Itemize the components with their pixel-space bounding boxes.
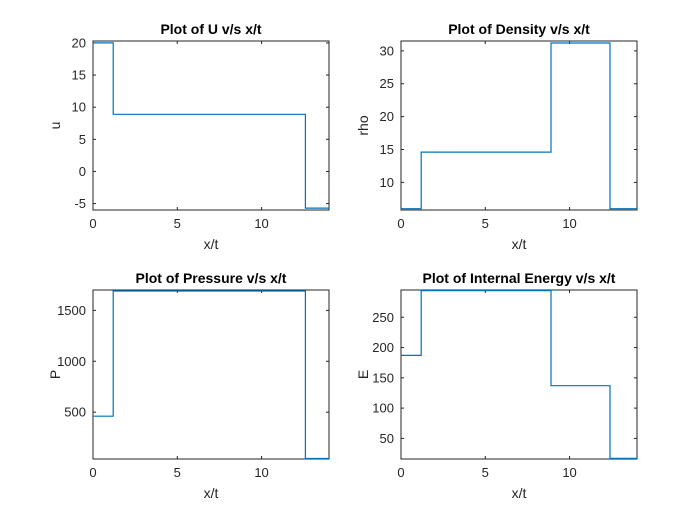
y-axis-label: P [47, 370, 63, 379]
y-tick-label: 10 [380, 175, 394, 190]
y-tick-label: 5 [79, 132, 86, 147]
y-tick-label: 500 [64, 405, 86, 420]
x-axis-label: x/t [512, 485, 527, 501]
y-tick-label: 10 [72, 100, 86, 115]
chart-title: Plot of Internal Energy v/s x/t [423, 270, 616, 286]
x-tick-label: 10 [562, 465, 576, 480]
x-tick-label: 5 [482, 216, 489, 231]
x-tick-label: 0 [397, 465, 404, 480]
series-line [93, 42, 329, 209]
x-tick-label: 0 [89, 216, 96, 231]
y-tick-label: 1000 [57, 354, 86, 369]
x-axis-label: x/t [512, 236, 527, 252]
chart-title: Plot of Density v/s x/t [448, 21, 590, 37]
subplot-4: 0 5 10 50 100 150 200 250 Plot of Internal Energ… [355, 270, 638, 501]
y-tick-label: 200 [372, 340, 394, 355]
x-tick-label: 0 [397, 216, 404, 231]
chart-title: Plot of Pressure v/s x/t [136, 270, 287, 286]
plot-area [400, 40, 638, 211]
x-tick-label: 5 [174, 465, 181, 480]
plot-area [92, 40, 330, 211]
x-axis-label: x/t [204, 485, 219, 501]
series-line [401, 290, 637, 459]
y-tick-label: 1500 [57, 303, 86, 318]
y-tick-label: 100 [372, 401, 394, 416]
y-tick-label: 150 [372, 370, 394, 385]
chart-title: Plot of U v/s x/t [160, 21, 261, 37]
y-tick-label: -5 [74, 196, 86, 211]
y-tick-label: 250 [372, 310, 394, 325]
y-axis-label: E [355, 370, 371, 379]
y-tick-label: 50 [380, 431, 394, 446]
y-tick-label: 15 [72, 68, 86, 83]
y-axis-label: u [47, 122, 63, 130]
x-tick-label: 0 [89, 465, 96, 480]
x-tick-label: 5 [482, 465, 489, 480]
x-tick-label: 10 [254, 216, 268, 231]
x-tick-label: 5 [174, 216, 181, 231]
y-tick-label: 25 [380, 76, 394, 91]
plot-area [400, 289, 638, 460]
y-axis-label: rho [355, 115, 371, 135]
x-tick-label: 10 [254, 465, 268, 480]
subplot-3: 0 5 10 500 1000 1500 Plot of Pressure v/s x/t x… [47, 270, 330, 501]
y-tick-label: 30 [380, 43, 394, 58]
x-axis-label: x/t [204, 236, 219, 252]
y-tick-label: 20 [72, 35, 86, 50]
x-tick-label: 10 [562, 216, 576, 231]
y-tick-label: 0 [79, 164, 86, 179]
series-line [401, 42, 637, 210]
y-tick-label: 20 [380, 109, 394, 124]
y-tick-label: 15 [380, 142, 394, 157]
plot-area [92, 289, 330, 460]
series-line [93, 290, 329, 460]
subplot-2: 0 5 10 10 15 20 25 30 Plot of Density v/s x/t x/t… [355, 21, 638, 252]
